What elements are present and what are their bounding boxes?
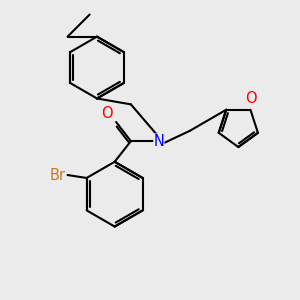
- Text: O: O: [244, 91, 256, 106]
- Text: Br: Br: [49, 167, 65, 182]
- Text: N: N: [153, 134, 164, 149]
- Text: O: O: [101, 106, 112, 121]
